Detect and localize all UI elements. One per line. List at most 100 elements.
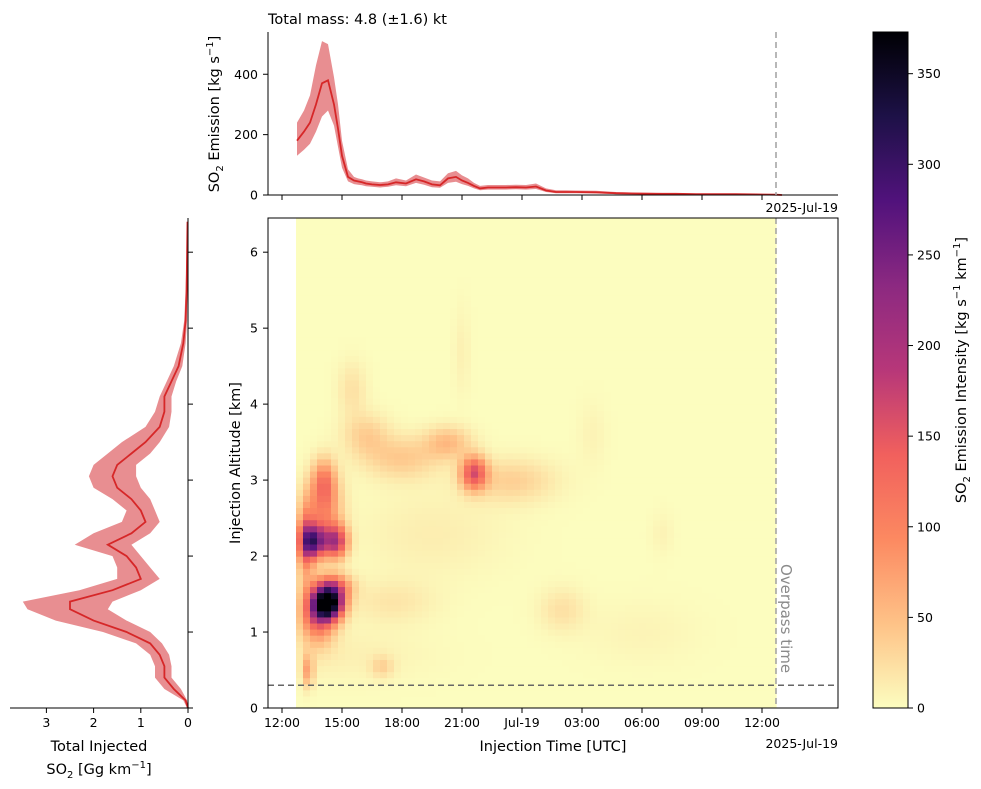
heatmap-cell (667, 695, 675, 703)
heatmap-cell (541, 300, 549, 308)
heatmap-cell (646, 337, 654, 344)
heatmap-cell (338, 653, 346, 660)
heatmap-cell (373, 337, 381, 344)
heatmap-cell (555, 689, 563, 697)
heatmap-cell (583, 507, 591, 515)
heatmap-cell (457, 610, 465, 618)
heatmap-cell (639, 458, 647, 466)
heatmap-cell (464, 671, 472, 679)
heatmap-cell (457, 452, 465, 460)
heatmap-cell (499, 556, 507, 563)
heatmap-cell (688, 616, 696, 624)
heatmap-cell (611, 677, 619, 685)
heatmap-cell (695, 635, 703, 642)
heatmap-cell (415, 568, 423, 575)
heatmap-cell (478, 513, 486, 521)
heatmap-cell (415, 434, 423, 442)
heatmap-cell (709, 580, 717, 588)
heatmap-cell (373, 647, 381, 654)
heatmap-cell (695, 300, 703, 308)
heatmap-cell (380, 592, 388, 600)
heatmap-cell (534, 325, 542, 332)
heatmap-cell (429, 398, 437, 405)
heatmap-cell (359, 580, 367, 588)
heatmap-cell (443, 349, 451, 357)
heatmap-cell (422, 264, 430, 272)
heatmap-cell (401, 477, 409, 484)
heatmap-cell (709, 495, 717, 502)
heatmap-cell (639, 537, 647, 545)
heatmap-cell (534, 604, 542, 612)
heatmap-cell (492, 270, 500, 278)
heatmap-cell (681, 391, 689, 399)
heatmap-cell (576, 221, 584, 229)
heatmap-cell (688, 312, 696, 320)
heatmap-cell (527, 398, 535, 405)
heatmap-cell (317, 422, 325, 430)
heatmap-cell (373, 622, 381, 630)
heatmap-cell (485, 319, 493, 326)
heatmap-cell (401, 519, 409, 527)
heatmap-cell (597, 543, 605, 551)
heatmap-cell (436, 701, 444, 708)
heatmap-cell (688, 379, 696, 387)
heatmap-cell (569, 622, 577, 630)
heatmap-cell (401, 635, 409, 642)
heatmap-cell (492, 428, 500, 436)
heatmap-cell (359, 641, 367, 648)
heatmap-cell (499, 391, 507, 399)
heatmap-cell (688, 556, 696, 563)
heatmap-cell (660, 398, 668, 405)
heatmap-cell (667, 580, 675, 588)
heatmap-cell (499, 677, 507, 685)
heatmap-cell (513, 422, 521, 430)
heatmap-cell (695, 671, 703, 679)
heatmap-cell (485, 385, 493, 393)
heatmap-cell (499, 379, 507, 387)
heatmap-cell (296, 343, 304, 351)
heatmap-cell (695, 264, 703, 272)
heatmap-cell (345, 282, 353, 290)
heatmap-cell (443, 671, 451, 679)
heatmap-cell (443, 507, 451, 515)
heatmap-cell (338, 683, 346, 691)
heatmap-cell (702, 349, 710, 357)
heatmap-cell (590, 549, 598, 557)
heatmap-cell (611, 319, 619, 326)
heatmap-cell (387, 628, 395, 636)
heatmap-cell (317, 306, 325, 314)
heatmap-cell (646, 519, 654, 527)
heatmap-cell (611, 325, 619, 332)
heatmap-cell (408, 556, 416, 563)
heatmap-cell (492, 410, 500, 417)
heatmap-cell (555, 446, 563, 454)
heatmap-cell (443, 641, 451, 648)
heatmap-cell (366, 671, 374, 679)
heatmap-cell (415, 647, 423, 654)
heatmap-cell (667, 355, 675, 363)
heatmap-cell (611, 355, 619, 363)
heatmap-cell (541, 458, 549, 466)
heatmap-cell (674, 404, 682, 411)
heatmap-cell (611, 665, 619, 673)
heatmap-cell (716, 264, 724, 272)
heatmap-cell (401, 647, 409, 654)
heatmap-cell (394, 300, 402, 308)
heatmap-cell (702, 695, 710, 703)
heatmap-cell (345, 677, 353, 685)
heatmap-cell (597, 428, 605, 436)
heatmap-cell (478, 282, 486, 290)
heatmap-cell (436, 258, 444, 265)
heatmap-cell (506, 331, 514, 338)
heatmap-cell (345, 458, 353, 466)
heatmap-cell (660, 659, 668, 667)
heatmap-cell (457, 325, 465, 332)
heatmap-cell (639, 428, 647, 436)
heatmap-cell (422, 489, 430, 496)
heatmap-cell (555, 306, 563, 314)
heatmap-cell (506, 355, 514, 363)
heatmap-cell (597, 641, 605, 648)
heatmap-cell (429, 319, 437, 326)
heatmap-cell (436, 671, 444, 679)
heatmap-cell (380, 689, 388, 697)
